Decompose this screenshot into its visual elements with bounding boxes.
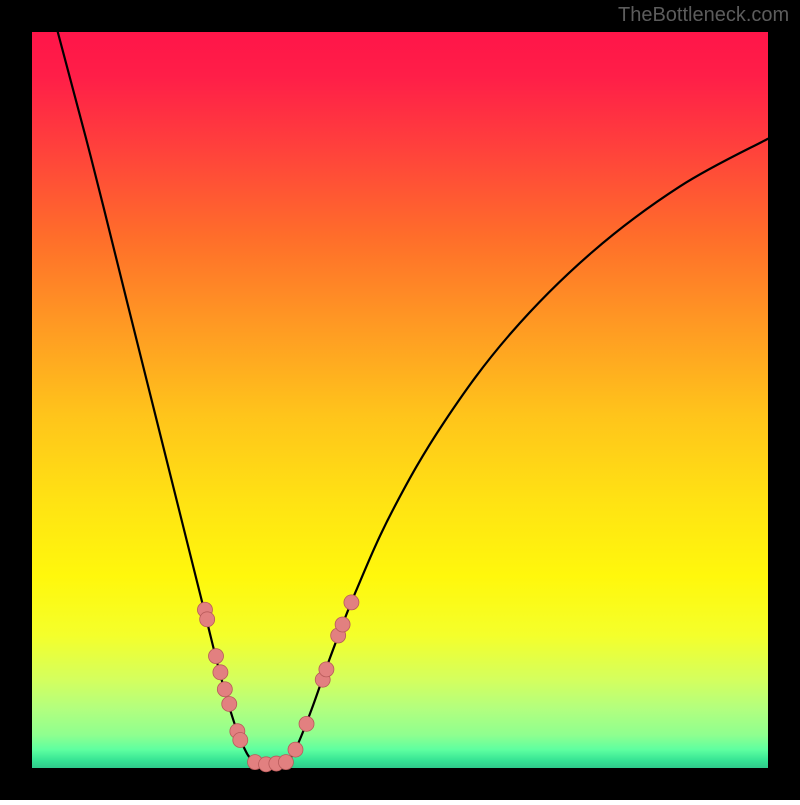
scatter-point: [217, 682, 232, 697]
scatter-point: [344, 595, 359, 610]
plot-background: [32, 32, 768, 768]
watermark-text: TheBottleneck.com: [618, 4, 789, 27]
scatter-point: [278, 755, 293, 770]
chart-container: TheBottleneck.com: [0, 0, 800, 800]
scatter-point: [233, 733, 248, 748]
bottleneck-chart: [0, 0, 800, 800]
scatter-point: [213, 665, 228, 680]
scatter-point: [209, 649, 224, 664]
scatter-point: [319, 662, 334, 677]
scatter-point: [299, 716, 314, 731]
scatter-point: [222, 696, 237, 711]
scatter-point: [200, 612, 215, 627]
scatter-point: [335, 617, 350, 632]
scatter-point: [288, 742, 303, 757]
